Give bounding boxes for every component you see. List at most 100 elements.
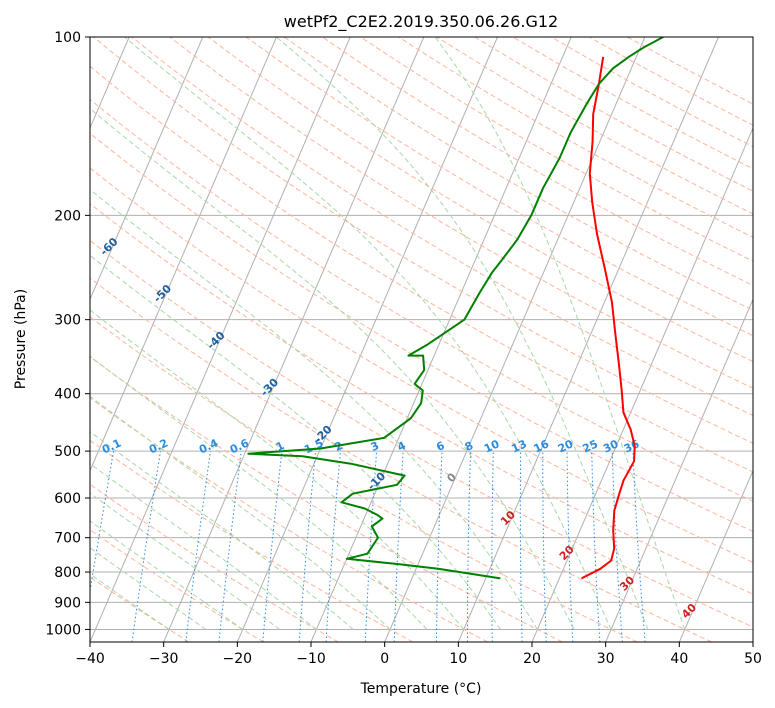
mixing-ratio-label: 30 <box>601 437 621 455</box>
moist-adiabat <box>90 188 538 630</box>
isotherm-line <box>90 37 204 301</box>
y-tick-label: 800 <box>54 565 81 581</box>
mixing-ratio-label: 16 <box>532 437 552 455</box>
mixing-ratio-label: 8 <box>463 439 475 454</box>
y-tick-label: 1000 <box>45 622 81 638</box>
dry-adiabat <box>90 397 488 642</box>
isotherm-label: -40 <box>204 329 227 352</box>
isotherm-line <box>678 469 753 642</box>
isotherm-label: 20 <box>557 543 577 563</box>
moist-adiabat <box>90 492 280 630</box>
dry-adiabat <box>169 37 753 389</box>
isotherm-label: 30 <box>617 573 637 593</box>
mixing-ratio-label: 20 <box>556 437 576 455</box>
isotherm-line <box>605 298 753 642</box>
isotherm-line <box>236 37 498 642</box>
moist-adiabat <box>90 107 575 630</box>
dry-adiabat <box>90 356 563 642</box>
dry-adiabat <box>207 37 753 363</box>
mixing-ratio-line <box>591 451 601 642</box>
moist-adiabat <box>90 309 465 630</box>
mixing-ratio-line <box>435 451 443 642</box>
x-axis-label: Temperature (°C) <box>360 681 482 697</box>
isotherm-label: -60 <box>97 235 120 258</box>
isotherm-label: -80 <box>0 141 14 164</box>
moist-adiabat <box>90 462 317 630</box>
y-tick-label: 700 <box>54 531 81 547</box>
mixing-ratio-label: 0.2 <box>147 436 170 456</box>
moist-adiabat <box>276 37 649 630</box>
dry-adiabat <box>90 483 339 642</box>
isotherm-line <box>531 126 753 642</box>
y-axis-label: Pressure (hPa) <box>13 289 29 389</box>
dry-adiabat <box>245 37 753 337</box>
dry-adiabat <box>90 439 414 642</box>
chart-title: wetPf2_C2E2.2019.350.06.26.G12 <box>284 12 558 32</box>
dry-adiabat <box>283 37 753 311</box>
mixing-ratio-line <box>262 451 283 642</box>
moist-adiabat <box>90 520 243 630</box>
y-tick-label: 100 <box>54 30 81 46</box>
x-tick-label: −10 <box>296 651 326 667</box>
isotherm-label: 40 <box>679 601 699 621</box>
mixing-ratio-line <box>491 451 494 642</box>
axes: −40 −30 −20 −10 0 10 20 30 40 5010020030040050060… <box>45 30 762 667</box>
plot-area: 0.10.20.40.611.52346810131620253036-100-… <box>0 37 753 642</box>
x-tick-label: 40 <box>670 651 688 667</box>
y-tick-label: 300 <box>54 313 81 329</box>
dry-adiabat <box>90 132 753 532</box>
plot-frame <box>89 36 754 643</box>
mixing-ratio-label: 4 <box>395 439 408 454</box>
dry-adiabat <box>90 203 753 595</box>
series-line-temperature <box>581 56 636 580</box>
series-line-dewpoint <box>247 37 664 580</box>
isotherm-line <box>384 37 646 642</box>
moist-adiabat <box>124 37 612 630</box>
moist-adiabat <box>90 355 428 630</box>
mixing-ratio-label: 6 <box>434 439 447 454</box>
isotherm-line <box>752 640 753 642</box>
mixing-ratio-label: 3 <box>369 439 381 454</box>
moist-adiabat <box>434 37 686 630</box>
dry-adiabat <box>131 37 753 417</box>
mixing-ratio-line <box>218 451 242 642</box>
x-tick-label: −40 <box>75 651 105 667</box>
x-tick-label: 10 <box>449 651 467 667</box>
dry-adiabat <box>90 529 264 642</box>
dry-adiabat <box>90 167 753 563</box>
x-tick-label: 20 <box>523 651 541 667</box>
mixing-ratio-label: 10 <box>482 437 502 455</box>
isotherm-line <box>90 37 277 472</box>
isotherm-line <box>457 37 719 642</box>
moist-adiabat <box>90 547 207 630</box>
x-tick-label: −30 <box>149 651 179 667</box>
isotherm-line <box>90 37 351 642</box>
y-tick-label: 400 <box>54 387 81 403</box>
x-tick-label: 50 <box>744 651 762 667</box>
mixing-ratio-line <box>131 451 161 642</box>
mixing-ratio-label: 25 <box>581 437 600 455</box>
mixing-ratio-line <box>298 451 317 642</box>
mixing-ratio-line <box>90 451 115 594</box>
moist-adiabat <box>90 254 501 630</box>
moist-adiabat <box>90 573 170 630</box>
y-tick-label: 900 <box>54 595 81 611</box>
x-tick-label: 30 <box>597 651 615 667</box>
mixing-ratio-label: 0.4 <box>197 436 220 456</box>
dry-adiabat <box>90 277 712 642</box>
mixing-ratio-label: 13 <box>509 437 528 455</box>
dry-adiabat <box>90 239 753 628</box>
y-tick-label: 600 <box>54 491 81 507</box>
isotherm-label: -50 <box>151 282 174 305</box>
mixing-ratio-label: 36 <box>622 437 642 455</box>
x-tick-label: 0 <box>380 651 389 667</box>
y-tick-label: 500 <box>54 444 81 460</box>
moist-adiabat <box>90 430 354 630</box>
dry-adiabat <box>90 98 753 502</box>
dry-adiabat <box>90 316 638 642</box>
x-tick-label: −20 <box>223 651 253 667</box>
mixing-ratio-line <box>632 451 646 642</box>
isotherm-line <box>163 37 425 642</box>
isotherm-label: -30 <box>258 376 281 399</box>
mixing-ratio-line <box>185 451 211 642</box>
